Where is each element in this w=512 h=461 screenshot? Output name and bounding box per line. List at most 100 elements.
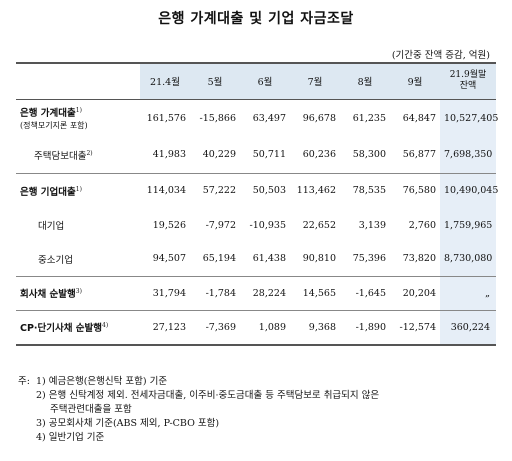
footnote-item: 4) 일반기업 기준	[18, 431, 498, 445]
table-row: 회사채 순발행3) 31,794 -1,784 28,224 14,565 -1…	[16, 275, 496, 310]
column-header: 5월	[190, 62, 240, 100]
table-cell-balance: 1,759,965	[440, 208, 496, 242]
table-cell-balance: „	[440, 275, 496, 310]
table-cell: 61,438	[240, 242, 290, 276]
column-header: 9월	[390, 62, 440, 100]
table-cell: 56,877	[390, 137, 440, 173]
table-row: 대기업 19,526 -7,972 -10,935 22,652 3,139 2…	[16, 208, 496, 242]
table-cell: -7,369	[190, 309, 240, 346]
row-label: 은행 기업대출1)	[16, 172, 140, 208]
unit-note: (기간중 잔액 증감, 억원)	[391, 50, 490, 61]
table-cell: 60,236	[290, 137, 340, 173]
footnote-mark: 1)	[75, 185, 82, 193]
footnote-item: 3) 공모회사채 기준(ABS 제외, P-CBO 포함)	[18, 417, 498, 431]
footnote-text: 주택관련대출을 포함	[50, 404, 132, 415]
table-row: 은행 가계대출1) (정책모기지론 포함) 161,576 -15,866 63…	[16, 99, 498, 137]
column-header: 8월	[340, 62, 390, 100]
row-label-text: 주택담보대출	[34, 150, 87, 162]
footnote-prefix: 주:	[18, 376, 30, 387]
table-cell-balance: 7,698,350	[440, 137, 496, 173]
column-header: 6월	[240, 62, 290, 100]
row-label: 중소기업	[16, 242, 140, 276]
table-cell: 41,983	[140, 137, 190, 173]
page-title: 은행 가계대출 및 기업 자금조달	[158, 11, 354, 27]
table-cell: 76,580	[390, 172, 440, 208]
table-cell: 40,229	[190, 137, 240, 173]
table-cell: 27,123	[140, 309, 190, 346]
table-row: 은행 기업대출1) 114,034 57,222 50,503 113,462 …	[16, 172, 498, 208]
table-cell: 113,462	[290, 172, 340, 208]
footnote-mark: 4)	[102, 322, 109, 330]
row-label-text: 은행 기업대출	[20, 186, 76, 198]
table-cell: 114,034	[140, 172, 190, 208]
table-cell: 75,396	[340, 242, 390, 276]
footnote-text: 3) 공모회사채 기준(ABS 제외, P-CBO 포함)	[36, 418, 220, 429]
footnote-mark: 1)	[75, 107, 82, 115]
table-cell: 1,089	[240, 309, 290, 346]
table-cell-balance: 360,224	[440, 309, 496, 346]
footnote-mark: 2)	[86, 149, 93, 157]
row-sublabel: (정책모기지론 포함)	[20, 121, 88, 131]
table-cell: 57,222	[190, 172, 240, 208]
table-row: 주택담보대출2) 41,983 40,229 50,711 60,236 58,…	[16, 137, 496, 173]
table-cell: 64,847	[390, 99, 440, 137]
table-cell: 65,194	[190, 242, 240, 276]
row-label: 주택담보대출2)	[16, 137, 140, 173]
table-cell: 63,497	[240, 99, 290, 137]
table-cell: 22,652	[290, 208, 340, 242]
table-cell: -12,574	[390, 309, 440, 346]
table-cell: 9,368	[290, 309, 340, 346]
column-header: 21.4월	[140, 62, 190, 100]
row-label: 대기업	[16, 208, 140, 242]
table-cell: 50,503	[240, 172, 290, 208]
table-cell: 28,224	[240, 275, 290, 310]
footnote-mark: 3)	[75, 287, 82, 295]
table-cell: 14,565	[290, 275, 340, 310]
table-cell: 96,678	[290, 99, 340, 137]
table-cell: -7,972	[190, 208, 240, 242]
column-header: 7월	[290, 62, 340, 100]
footnote-item-continued: 주택관련대출을 포함	[18, 403, 498, 417]
row-label-text: 은행 가계대출	[20, 108, 76, 120]
table-cell: -1,890	[340, 309, 390, 346]
table-cell: -10,935	[240, 208, 290, 242]
row-label: 은행 가계대출1) (정책모기지론 포함)	[16, 99, 140, 137]
table-cell: 20,204	[390, 275, 440, 310]
table-cell-balance: 10,527,405	[440, 99, 498, 137]
footnote-text: 4) 일반기업 기준	[36, 432, 105, 443]
row-label-text: 중소기업	[38, 254, 73, 266]
column-header-balance: 21.9월말 잔액	[440, 62, 496, 100]
footnotes: 주: 1) 예금은행(은행신탁 포함) 기준 2) 은행 신탁계정 제외. 전세…	[18, 375, 498, 445]
table-cell: 19,526	[140, 208, 190, 242]
table-cell: 90,810	[290, 242, 340, 276]
table-row: 중소기업 94,507 65,194 61,438 90,810 75,396 …	[16, 242, 496, 276]
table-cell: 31,794	[140, 275, 190, 310]
footnote-text: 2) 은행 신탁계정 제외. 전세자금대출, 이주비·중도금대출 등 주택담보로…	[36, 390, 380, 401]
footnote-text: 1) 예금은행(은행신탁 포함) 기준	[36, 376, 168, 387]
footnote-item: 주: 1) 예금은행(은행신탁 포함) 기준	[18, 375, 498, 389]
header-row: 21.4월 5월 6월 7월 8월 9월 21.9월말 잔액	[16, 62, 496, 100]
loan-table: 21.4월 5월 6월 7월 8월 9월 21.9월말 잔액 은행 가계대출1)…	[16, 62, 498, 346]
table-cell: 161,576	[140, 99, 190, 137]
header-corner	[16, 62, 140, 100]
table-cell: 73,820	[390, 242, 440, 276]
table-cell-balance: 8,730,080	[440, 242, 496, 276]
row-label-text: CP·단기사채 순발행	[20, 323, 103, 335]
table-cell: 78,535	[340, 172, 390, 208]
row-label: 회사채 순발행3)	[16, 275, 140, 310]
table-cell-balance: 10,490,045	[440, 172, 498, 208]
row-label-text: 회사채 순발행	[20, 289, 76, 300]
table-row: CP·단기사채 순발행4) 27,123 -7,369 1,089 9,368 …	[16, 309, 496, 346]
footnote-item: 2) 은행 신탁계정 제외. 전세자금대출, 이주비·중도금대출 등 주택담보로…	[18, 389, 498, 403]
table-cell: 94,507	[140, 242, 190, 276]
table-cell: -1,645	[340, 275, 390, 310]
table-cell: -1,784	[190, 275, 240, 310]
table-cell: 58,300	[340, 137, 390, 173]
table-cell: 61,235	[340, 99, 390, 137]
table-cell: 3,139	[340, 208, 390, 242]
table-cell: 2,760	[390, 208, 440, 242]
row-label-text: 대기업	[38, 221, 65, 232]
table-cell: 50,711	[240, 137, 290, 173]
row-label: CP·단기사채 순발행4)	[16, 309, 140, 346]
table-cell: -15,866	[190, 99, 240, 137]
